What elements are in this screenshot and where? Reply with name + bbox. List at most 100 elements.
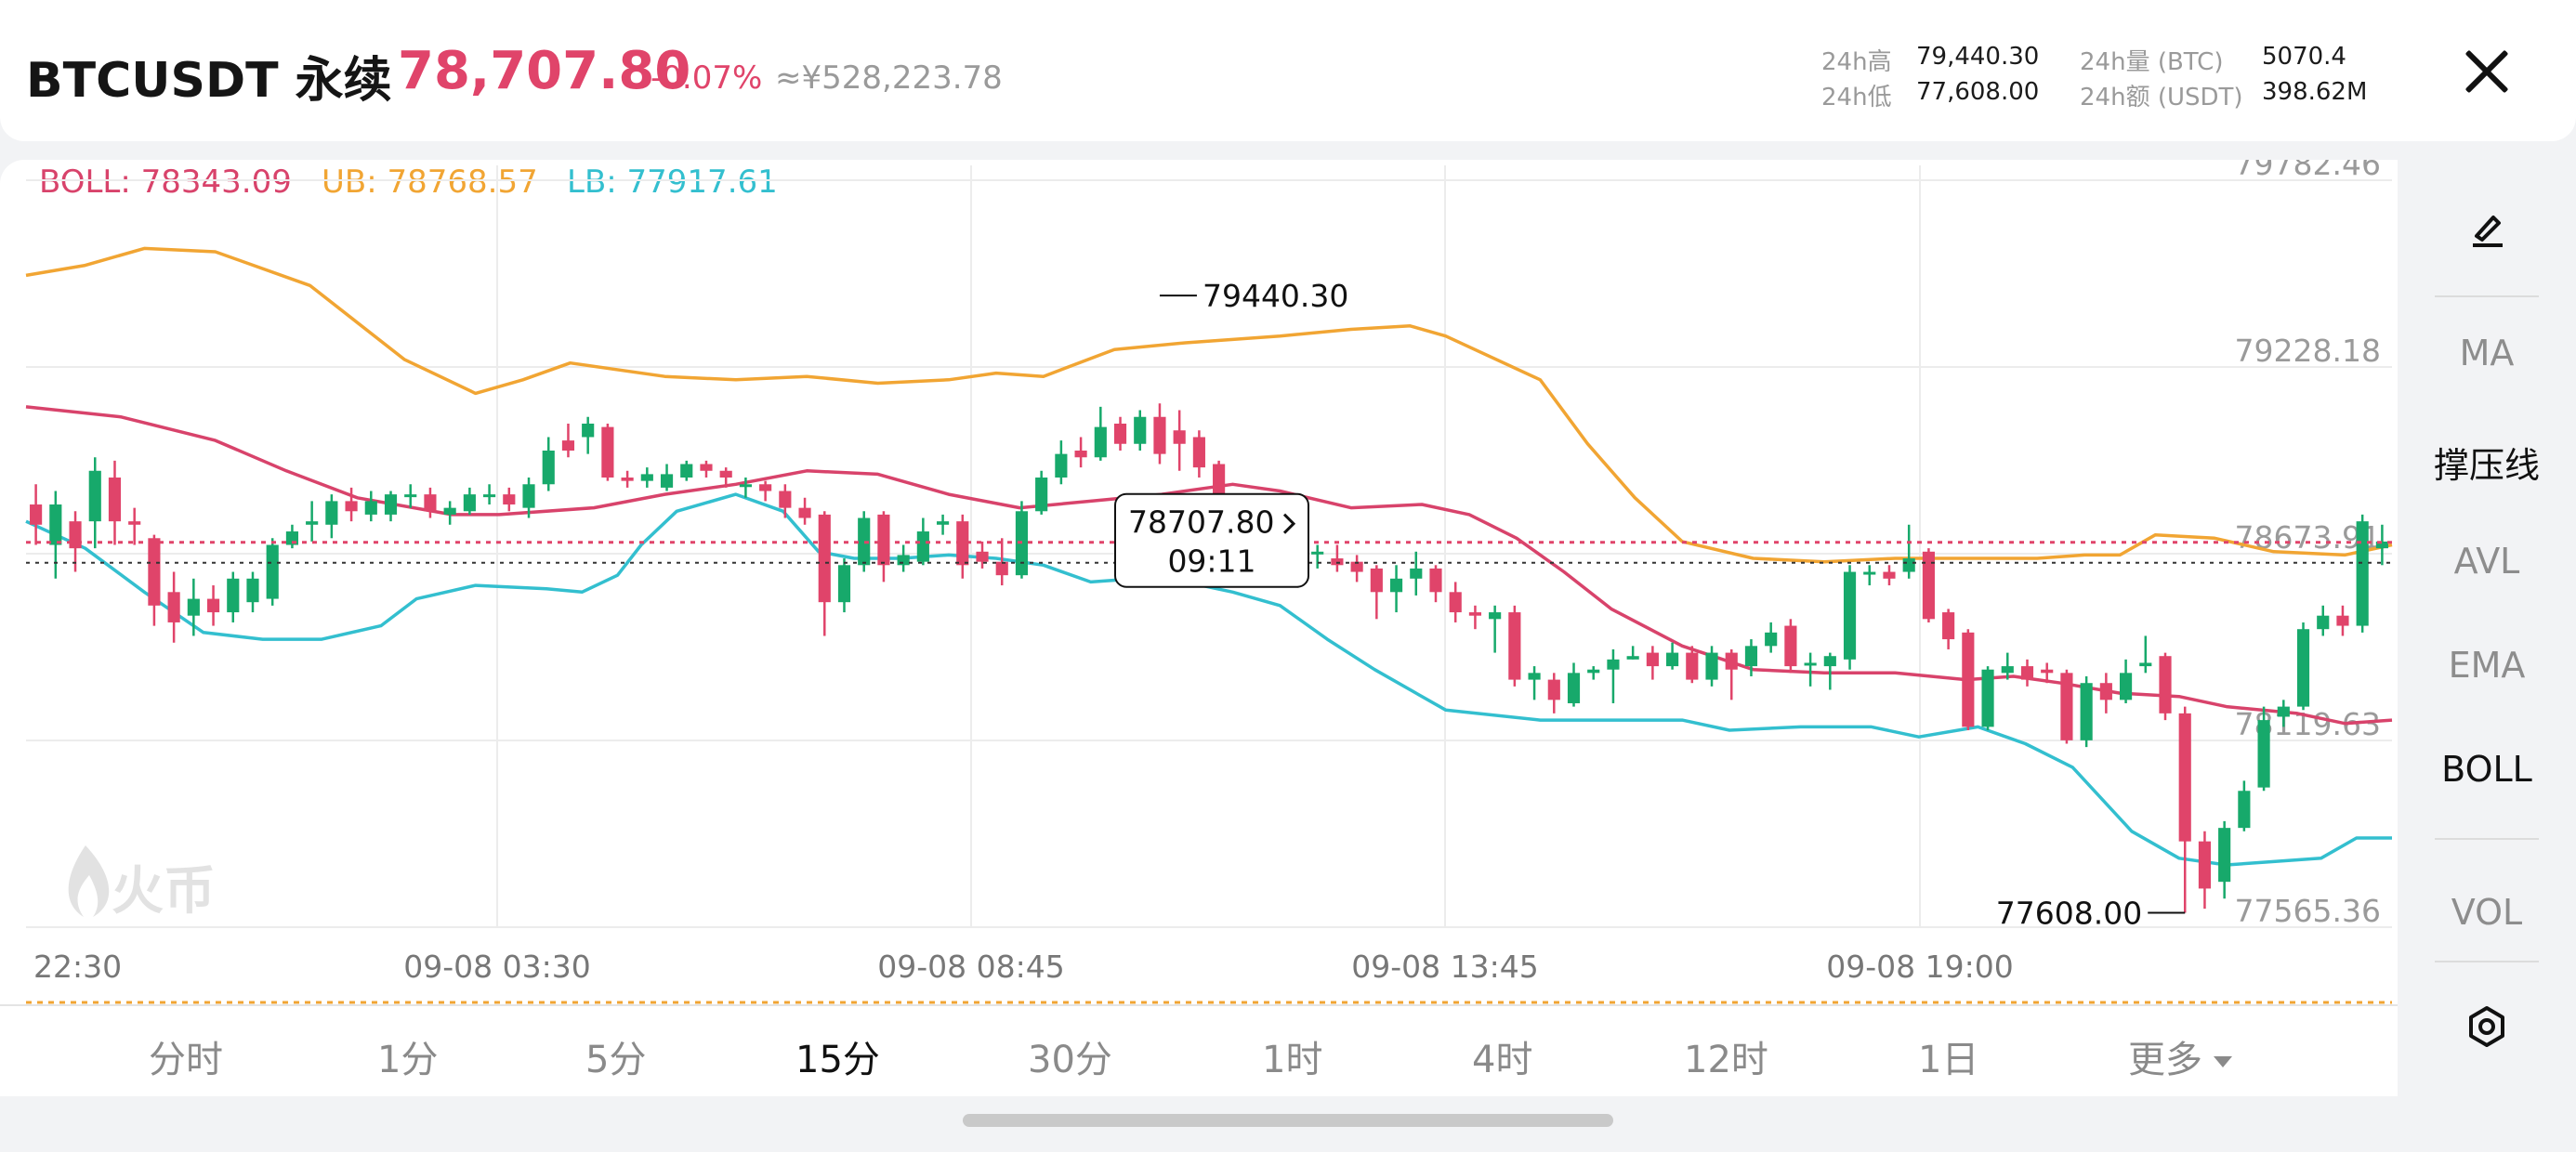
sidebar-item-vol[interactable]: VOL [2451, 892, 2523, 933]
candle-up [936, 521, 950, 525]
candle-down [1508, 612, 1521, 680]
candle-up [582, 423, 595, 438]
symbol-title[interactable]: BTCUSDT 永续 [26, 53, 392, 109]
candle-up [2218, 828, 2231, 883]
candle-up [1410, 568, 1423, 579]
huobi-flame-icon [68, 845, 110, 917]
price-change: -0.07% [651, 59, 763, 97]
candle-up [680, 464, 693, 478]
candle-up [1705, 652, 1718, 680]
candle-down [2159, 656, 2172, 713]
candle-down [700, 464, 713, 471]
candle-down [30, 504, 43, 525]
tab-time-share[interactable]: 分时 [149, 1039, 223, 1081]
candle-down [2178, 713, 2191, 842]
tab-1h[interactable]: 1时 [1262, 1039, 1323, 1081]
countdown-label: 09:11 [1167, 543, 1255, 580]
tab-1d[interactable]: 1日 [1918, 1039, 1979, 1081]
x-axis-label: 09-08 08:45 [877, 949, 1064, 985]
cny-price: ≈¥528,223.78 [775, 59, 1003, 97]
high-marker-label: 79440.30 [1203, 278, 1348, 314]
tab-30m[interactable]: 30分 [1028, 1039, 1112, 1081]
candle-down [1074, 451, 1087, 458]
candle-down [1942, 612, 1955, 640]
candle-down [128, 521, 141, 525]
pen-icon[interactable] [2398, 204, 2576, 259]
candle-up [2375, 541, 2388, 549]
candle-up [2001, 666, 2014, 674]
candle-down [561, 440, 575, 452]
y-axis-label: 78119.63 [2235, 706, 2381, 742]
tab-15m[interactable]: 15分 [795, 1039, 880, 1081]
boll-upper-line [25, 246, 2393, 564]
vol-usdt-value: 398.62M [2262, 78, 2368, 106]
watermark-text: 火币 [112, 861, 216, 922]
candlestick-chart[interactable]: 79782.4679228.1878673.9178119.6377565.36… [0, 160, 2398, 1015]
candle-up [49, 504, 62, 545]
candle-down [1725, 652, 1738, 670]
tab-more[interactable]: 更多 [2128, 1029, 2232, 1083]
candle-down [1192, 437, 1205, 468]
candle-down [1962, 632, 1975, 727]
candle-down [2198, 841, 2212, 889]
candle-up [640, 474, 653, 481]
candle-down [1331, 558, 1344, 566]
candle-down [1468, 612, 1482, 616]
settings-icon[interactable] [2398, 1003, 2576, 1058]
low-marker-label: 77608.00 [1996, 896, 2142, 932]
boll-indicator-values: BOLL: 78343.09 UB: 78768.57 LB: 77917.61 [0, 160, 2398, 204]
candle-down [424, 494, 437, 512]
candle-down [877, 514, 890, 566]
last-price: 78,707.80 [398, 41, 691, 101]
candle-up [2257, 720, 2270, 788]
candle-up [522, 484, 535, 508]
candle-up [1035, 478, 1048, 512]
candle-down [503, 494, 516, 505]
candle-up [897, 555, 910, 566]
high-label: 24h高 [1821, 48, 1892, 76]
candle-up [1311, 551, 1324, 555]
sidebar-item-ma[interactable]: MA [2459, 333, 2515, 373]
timeframe-tabs: 分时 1分 5分 15分 30分 1时 4时 12时 1日 更多 [0, 1007, 2398, 1096]
tab-more-label: 更多 [2128, 1039, 2202, 1081]
chevron-right-icon [1282, 513, 1296, 534]
candle-up [483, 494, 496, 498]
candle-down [2041, 669, 2054, 674]
tab-1m[interactable]: 1分 [377, 1039, 439, 1081]
candle-down [2336, 615, 2349, 626]
candle-up [1666, 652, 1679, 667]
candle-down [601, 426, 614, 478]
sidebar-item-support-resistance[interactable]: 撑压线 [2433, 445, 2540, 486]
candle-down [798, 507, 811, 518]
sidebar-item-avl[interactable]: AVL [2453, 541, 2520, 582]
tab-5m[interactable]: 5分 [585, 1039, 647, 1081]
candle-up [227, 578, 240, 613]
candle-up [1587, 669, 1600, 674]
candle-down [1646, 652, 1659, 667]
candle-down [1370, 568, 1383, 593]
candle-up [306, 521, 319, 525]
candle-up [837, 565, 851, 603]
candle-up [1528, 673, 1541, 680]
candle-down [167, 592, 180, 622]
candle-down [621, 478, 634, 481]
current-price-label: 78707.80 [1128, 504, 1274, 541]
candle-up [1607, 659, 1620, 670]
candle-up [1489, 612, 1502, 620]
candle-down [1429, 568, 1442, 593]
close-icon[interactable] [2453, 37, 2522, 106]
candle-down [1113, 423, 1127, 444]
tab-4h[interactable]: 4时 [1472, 1039, 1533, 1081]
candle-down [108, 478, 122, 522]
candle-up [1626, 656, 1639, 660]
candle-up [2080, 683, 2093, 740]
candle-up [1981, 669, 1994, 727]
candle-down [956, 521, 969, 566]
candle-down [1686, 652, 1699, 680]
candle-down [69, 521, 82, 549]
sidebar-item-boll[interactable]: BOLL [2441, 749, 2532, 790]
sidebar-item-ema[interactable]: EMA [2448, 645, 2526, 686]
tab-12h[interactable]: 12时 [1684, 1039, 1768, 1081]
candle-down [206, 598, 220, 613]
